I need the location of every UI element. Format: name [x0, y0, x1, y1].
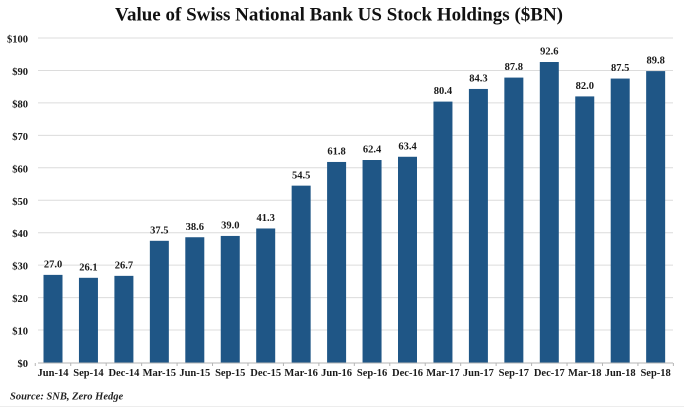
svg-text:$100: $100 — [7, 35, 28, 46]
svg-text:Jun-15: Jun-15 — [179, 368, 210, 379]
svg-text:62.4: 62.4 — [363, 145, 382, 156]
svg-text:Jun-14: Jun-14 — [38, 368, 70, 379]
svg-text:54.5: 54.5 — [292, 170, 310, 181]
svg-text:Source: SNB, Zero Hedge: Source: SNB, Zero Hedge — [10, 392, 123, 403]
svg-text:89.8: 89.8 — [646, 56, 664, 67]
svg-text:38.6: 38.6 — [186, 222, 204, 233]
svg-text:Value of Swiss National Bank U: Value of Swiss National Bank US Stock Ho… — [115, 5, 563, 26]
svg-text:Sep-17: Sep-17 — [499, 368, 529, 379]
svg-text:Sep-16: Sep-16 — [357, 368, 387, 379]
svg-text:92.6: 92.6 — [540, 47, 558, 58]
svg-text:$50: $50 — [12, 197, 28, 208]
svg-text:27.0: 27.0 — [44, 259, 62, 270]
svg-text:$0: $0 — [18, 359, 29, 370]
svg-text:26.7: 26.7 — [115, 260, 133, 271]
svg-text:$30: $30 — [12, 262, 28, 273]
svg-text:$80: $80 — [12, 99, 28, 110]
svg-text:Sep-18: Sep-18 — [640, 368, 670, 379]
svg-text:63.4: 63.4 — [398, 141, 417, 152]
svg-text:Dec-15: Dec-15 — [250, 368, 281, 379]
svg-text:80.4: 80.4 — [434, 86, 453, 97]
svg-text:87.5: 87.5 — [611, 63, 629, 74]
svg-text:87.8: 87.8 — [505, 62, 523, 73]
svg-text:61.8: 61.8 — [327, 147, 345, 158]
svg-text:Sep-14: Sep-14 — [73, 368, 104, 379]
svg-text:Mar-17: Mar-17 — [426, 368, 459, 379]
svg-text:Mar-16: Mar-16 — [284, 368, 317, 379]
svg-text:Mar-15: Mar-15 — [143, 368, 176, 379]
svg-text:Dec-17: Dec-17 — [534, 368, 565, 379]
svg-text:$10: $10 — [12, 327, 28, 338]
svg-text:$20: $20 — [12, 294, 28, 305]
svg-text:Jun-18: Jun-18 — [605, 368, 636, 379]
svg-text:Mar-18: Mar-18 — [568, 368, 601, 379]
svg-text:$60: $60 — [12, 164, 28, 175]
svg-text:$90: $90 — [12, 67, 28, 78]
svg-text:84.3: 84.3 — [469, 74, 487, 85]
svg-text:$40: $40 — [12, 229, 28, 240]
svg-text:26.1: 26.1 — [79, 262, 97, 273]
svg-text:$70: $70 — [12, 132, 28, 143]
svg-text:Sep-15: Sep-15 — [215, 368, 245, 379]
svg-text:82.0: 82.0 — [576, 81, 594, 92]
svg-text:Dec-16: Dec-16 — [392, 368, 423, 379]
svg-text:Jun-17: Jun-17 — [463, 368, 494, 379]
svg-text:Dec-14: Dec-14 — [108, 368, 140, 379]
svg-text:41.3: 41.3 — [257, 213, 275, 224]
svg-text:39.0: 39.0 — [221, 221, 239, 232]
svg-text:Jun-16: Jun-16 — [321, 368, 352, 379]
svg-text:37.5: 37.5 — [150, 225, 168, 236]
